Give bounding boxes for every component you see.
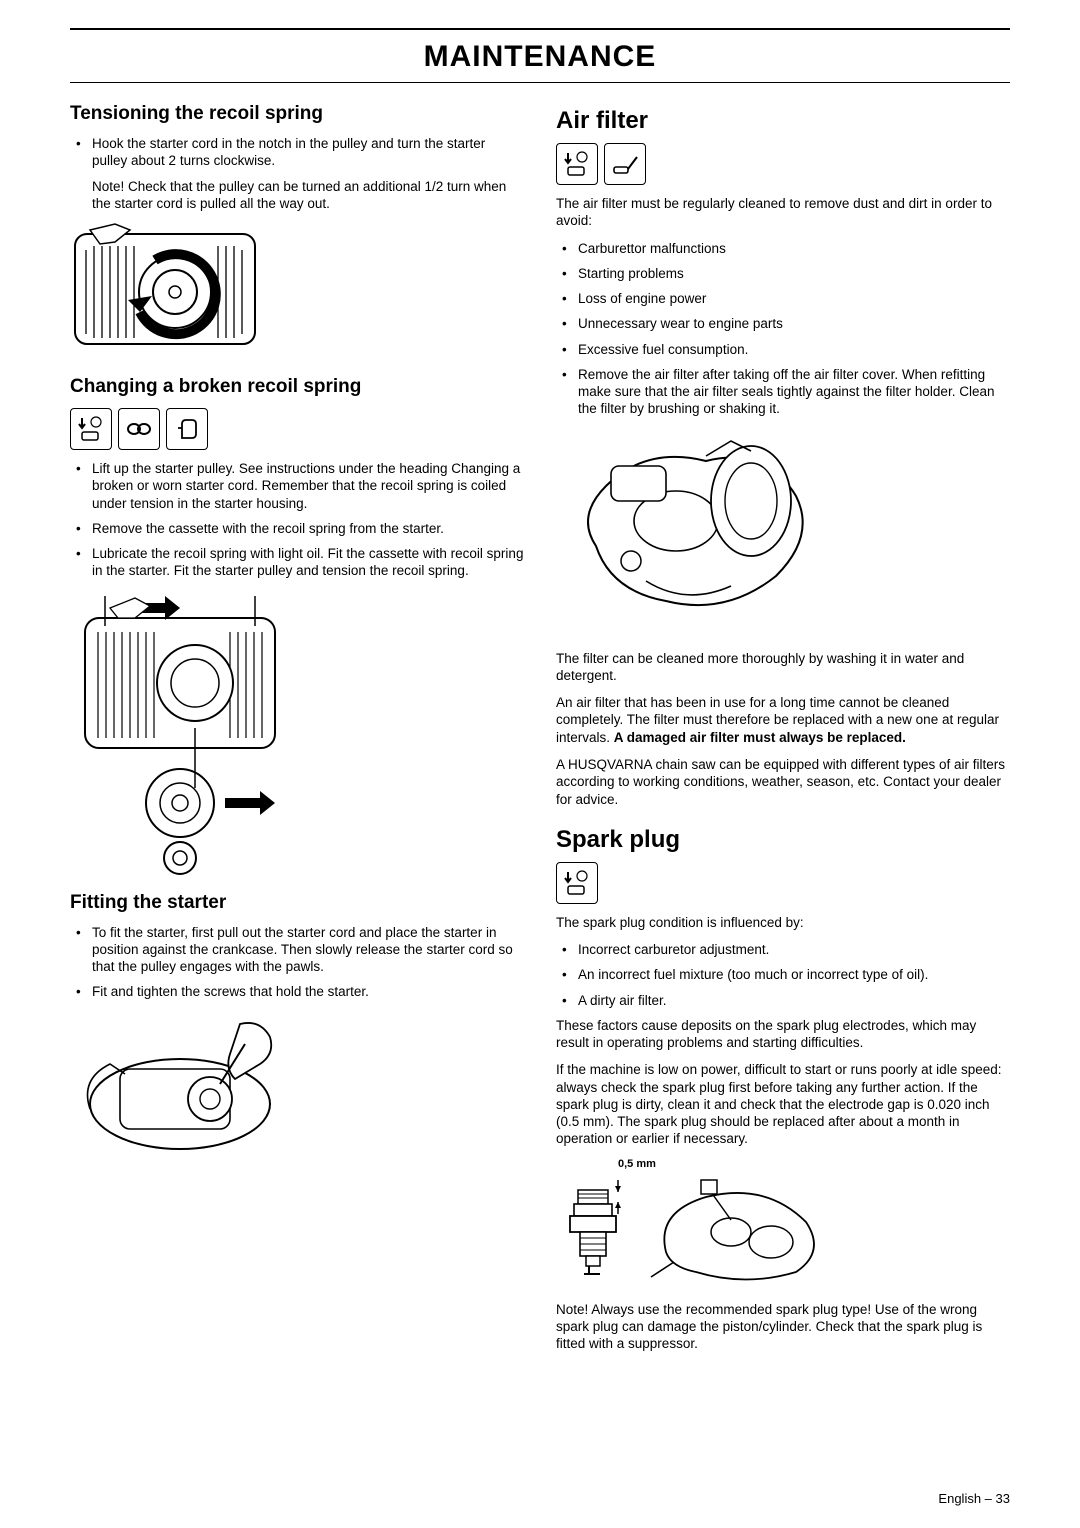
- sparkplug-p3: If the machine is low on power, difficul…: [556, 1061, 1010, 1147]
- bullets-changing: Lift up the starter pulley. See instruct…: [70, 460, 524, 580]
- figure-airfilter: [556, 426, 1010, 636]
- airfilter-intro: The air filter must be regularly cleaned…: [556, 195, 1010, 230]
- goggles-icon: [118, 408, 160, 450]
- heading-changing: Changing a broken recoil spring: [70, 376, 524, 398]
- footer-page: 33: [996, 1491, 1010, 1506]
- two-column-layout: Tensioning the recoil spring Hook the st…: [70, 101, 1010, 1363]
- heading-fitting: Fitting the starter: [70, 892, 524, 914]
- bullet-af-5: Excessive fuel consumption.: [556, 341, 1010, 358]
- footer-dash: –: [981, 1491, 995, 1506]
- gap-label: 0,5 mm: [618, 1158, 1010, 1170]
- page-footer: English – 33: [938, 1491, 1010, 1506]
- left-column: Tensioning the recoil spring Hook the st…: [70, 101, 524, 1363]
- airfilter-p3: An air filter that has been in use for a…: [556, 694, 1010, 746]
- bullet-af-4: Unnecessary wear to engine parts: [556, 315, 1010, 332]
- title-underline: [70, 82, 1010, 83]
- heading-airfilter: Air filter: [556, 107, 1010, 135]
- bullets-tensioning: Hook the starter cord in the notch in th…: [70, 135, 524, 212]
- icon-row-airfilter: [556, 143, 1010, 185]
- bullets-fitting: To fit the starter, first pull out the s…: [70, 924, 524, 1001]
- bullets-sparkplug: Incorrect carburetor adjustment. An inco…: [556, 941, 1010, 1009]
- bullet-changing-2: Remove the cassette with the recoil spri…: [70, 520, 524, 537]
- bullet-af-6: Remove the air filter after taking off t…: [556, 366, 1010, 418]
- figure-fitting: [70, 1009, 524, 1159]
- bullet-sp-3: A dirty air filter.: [556, 992, 1010, 1009]
- footer-language: English: [938, 1491, 981, 1506]
- sparkplug-p4: Note! Always use the recommended spark p…: [556, 1301, 1010, 1353]
- bullet-fitting-1: To fit the starter, first pull out the s…: [70, 924, 524, 976]
- bullet-af-2: Starting problems: [556, 265, 1010, 282]
- icon-row-sparkplug: [556, 862, 1010, 904]
- bullet-changing-1: Lift up the starter pulley. See instruct…: [70, 460, 524, 512]
- bullet-af-3: Loss of engine power: [556, 290, 1010, 307]
- bullet-text: Hook the starter cord in the notch in th…: [92, 136, 485, 168]
- airfilter-p2: The filter can be cleaned more thoroughl…: [556, 650, 1010, 685]
- figure-changing: [70, 588, 524, 878]
- right-column: Air filter The air filter must be regula…: [556, 101, 1010, 1363]
- heading-tensioning: Tensioning the recoil spring: [70, 103, 524, 125]
- icon-row-changing: [70, 408, 524, 450]
- airfilter-p3b: A damaged air filter must always be repl…: [614, 730, 906, 745]
- bullets-airfilter: Carburettor malfunctions Starting proble…: [556, 240, 1010, 418]
- sparkplug-intro: The spark plug condition is influenced b…: [556, 914, 1010, 931]
- bullet-changing-3: Lubricate the recoil spring with light o…: [70, 545, 524, 580]
- gloves-icon: [166, 408, 208, 450]
- brush-icon: [604, 143, 646, 185]
- bullet-fitting-2: Fit and tighten the screws that hold the…: [70, 983, 524, 1000]
- stop-icon: [556, 143, 598, 185]
- page-title: MAINTENANCE: [70, 40, 1010, 74]
- sparkplug-p2: These factors cause deposits on the spar…: [556, 1017, 1010, 1052]
- bullet-sp-1: Incorrect carburetor adjustment.: [556, 941, 1010, 958]
- figure-sparkplug: [556, 1172, 1010, 1287]
- bullet-sp-2: An incorrect fuel mixture (too much or i…: [556, 966, 1010, 983]
- stop-icon: [70, 408, 112, 450]
- figure-tensioning: [70, 222, 524, 362]
- bullet-af-1: Carburettor malfunctions: [556, 240, 1010, 257]
- airfilter-p4: A HUSQVARNA chain saw can be equipped wi…: [556, 756, 1010, 808]
- top-rule: [70, 28, 1010, 30]
- stop-icon: [556, 862, 598, 904]
- bullet-tensioning-1: Hook the starter cord in the notch in th…: [70, 135, 524, 212]
- tensioning-note: Note! Check that the pulley can be turne…: [92, 178, 524, 213]
- heading-sparkplug: Spark plug: [556, 826, 1010, 854]
